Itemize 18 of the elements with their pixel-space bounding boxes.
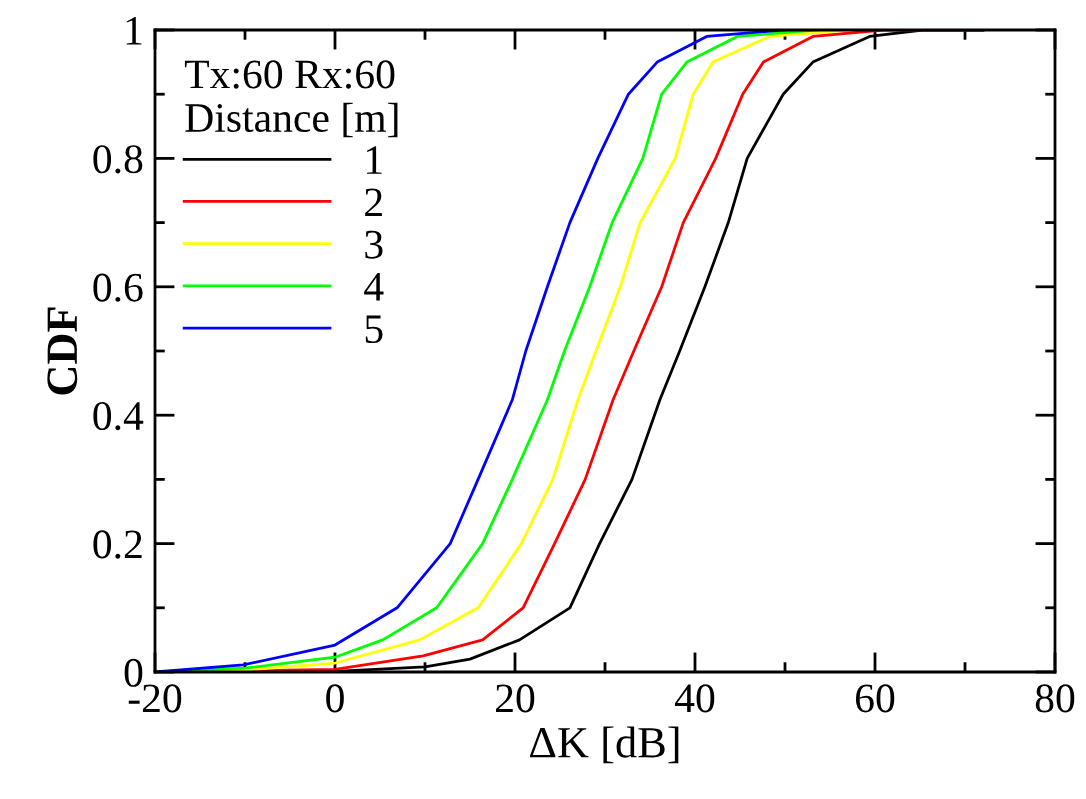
legend-label: 2 — [365, 188, 382, 217]
y-tick-label: 0.4 — [93, 401, 144, 431]
y-tick-label: 0.6 — [93, 273, 143, 302]
y-axis-title: CDF — [47, 307, 78, 395]
x-tick-label: 20 — [496, 684, 535, 713]
x-tick-label: 60 — [855, 684, 895, 713]
y-tick-label: 1 — [126, 16, 142, 45]
x-tick-label: 80 — [1035, 684, 1075, 713]
legend-label: 1 — [367, 146, 382, 174]
legend-label: 4 — [364, 273, 384, 301]
y-tick-label: 0.2 — [93, 530, 142, 559]
x-tick-label: 0 — [326, 684, 344, 713]
legend-label: 5 — [365, 315, 383, 344]
y-tick-label: 0.8 — [93, 145, 143, 174]
legend-title: Tx:60 Rx:60 Distance [m] — [184, 60, 398, 138]
x-axis-title: ΔK [dB] — [530, 726, 679, 764]
x-tick-label: 40 — [674, 684, 715, 713]
legend-label: 3 — [365, 230, 383, 259]
